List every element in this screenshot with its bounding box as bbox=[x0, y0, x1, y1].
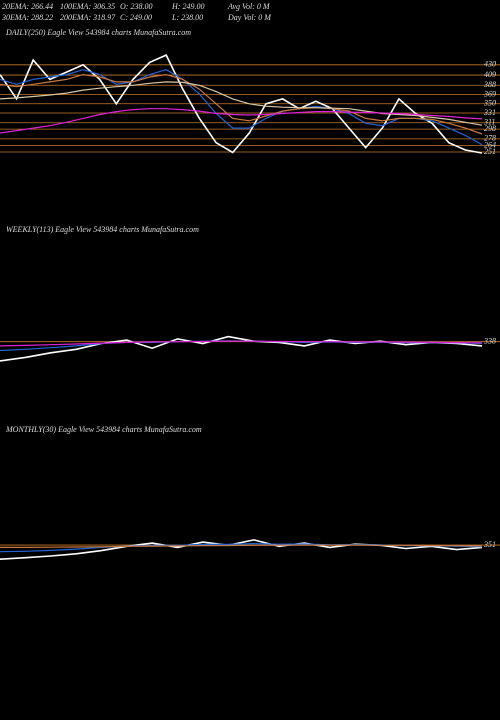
header-stat: 200EMA: 318.97 bbox=[60, 13, 116, 22]
y-tick-label: 331 bbox=[483, 108, 496, 117]
header-stat: C: 249.00 bbox=[120, 13, 152, 22]
header-stat: H: 249.00 bbox=[171, 2, 204, 11]
y-tick-label: 338 bbox=[483, 337, 496, 346]
y-tick-label: 278 bbox=[484, 134, 496, 143]
y-tick-label: 388 bbox=[483, 80, 496, 89]
series-line bbox=[0, 108, 483, 134]
header-stat: 30EMA: 288.22 bbox=[1, 13, 53, 22]
y-tick-label: 409 bbox=[484, 70, 496, 79]
series-line bbox=[0, 54, 483, 154]
panel-title: DAILY(250) Eagle View 543984 charts Muna… bbox=[5, 28, 191, 37]
series-line bbox=[0, 81, 483, 126]
header-stat: Avg Vol: 0 M bbox=[227, 2, 271, 11]
series-line bbox=[0, 539, 483, 560]
y-tick-label: 351 bbox=[483, 540, 496, 549]
y-tick-label: 251 bbox=[484, 147, 496, 156]
y-tick-label: 298 bbox=[484, 124, 496, 133]
series-line bbox=[0, 335, 483, 362]
series-line bbox=[0, 73, 483, 135]
header-stat: O: 238.00 bbox=[120, 2, 152, 11]
panel-title: WEEKLY(113) Eagle View 543984 charts Mun… bbox=[6, 225, 199, 234]
header-stat: L: 238.00 bbox=[171, 13, 203, 22]
series-line bbox=[0, 340, 483, 347]
series-line bbox=[0, 544, 483, 548]
y-tick-label: 264 bbox=[484, 140, 496, 149]
header-stat: Day Vol: 0 M bbox=[227, 13, 272, 22]
y-tick-label: 311 bbox=[483, 118, 495, 127]
header-stat: 20EMA: 266.44 bbox=[2, 2, 53, 11]
y-tick-label: 350 bbox=[483, 99, 496, 108]
header-stat: 100EMA: 306.35 bbox=[60, 2, 115, 11]
y-tick-label: 430 bbox=[484, 60, 496, 69]
y-tick-label: 369 bbox=[483, 89, 496, 98]
panel-title: MONTHLY(30) Eagle View 543984 charts Mun… bbox=[5, 425, 202, 434]
